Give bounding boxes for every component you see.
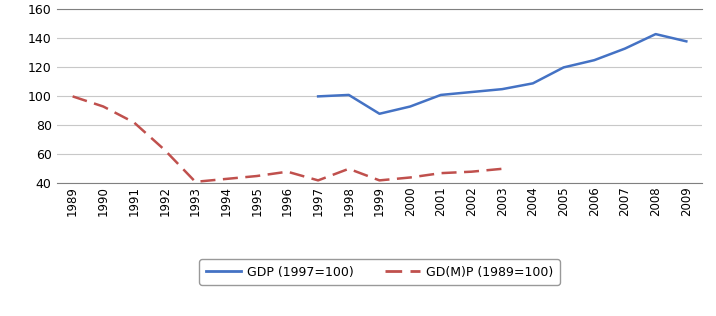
Legend: GDP (1997=100), GD(M)P (1989=100): GDP (1997=100), GD(M)P (1989=100) <box>199 259 560 285</box>
